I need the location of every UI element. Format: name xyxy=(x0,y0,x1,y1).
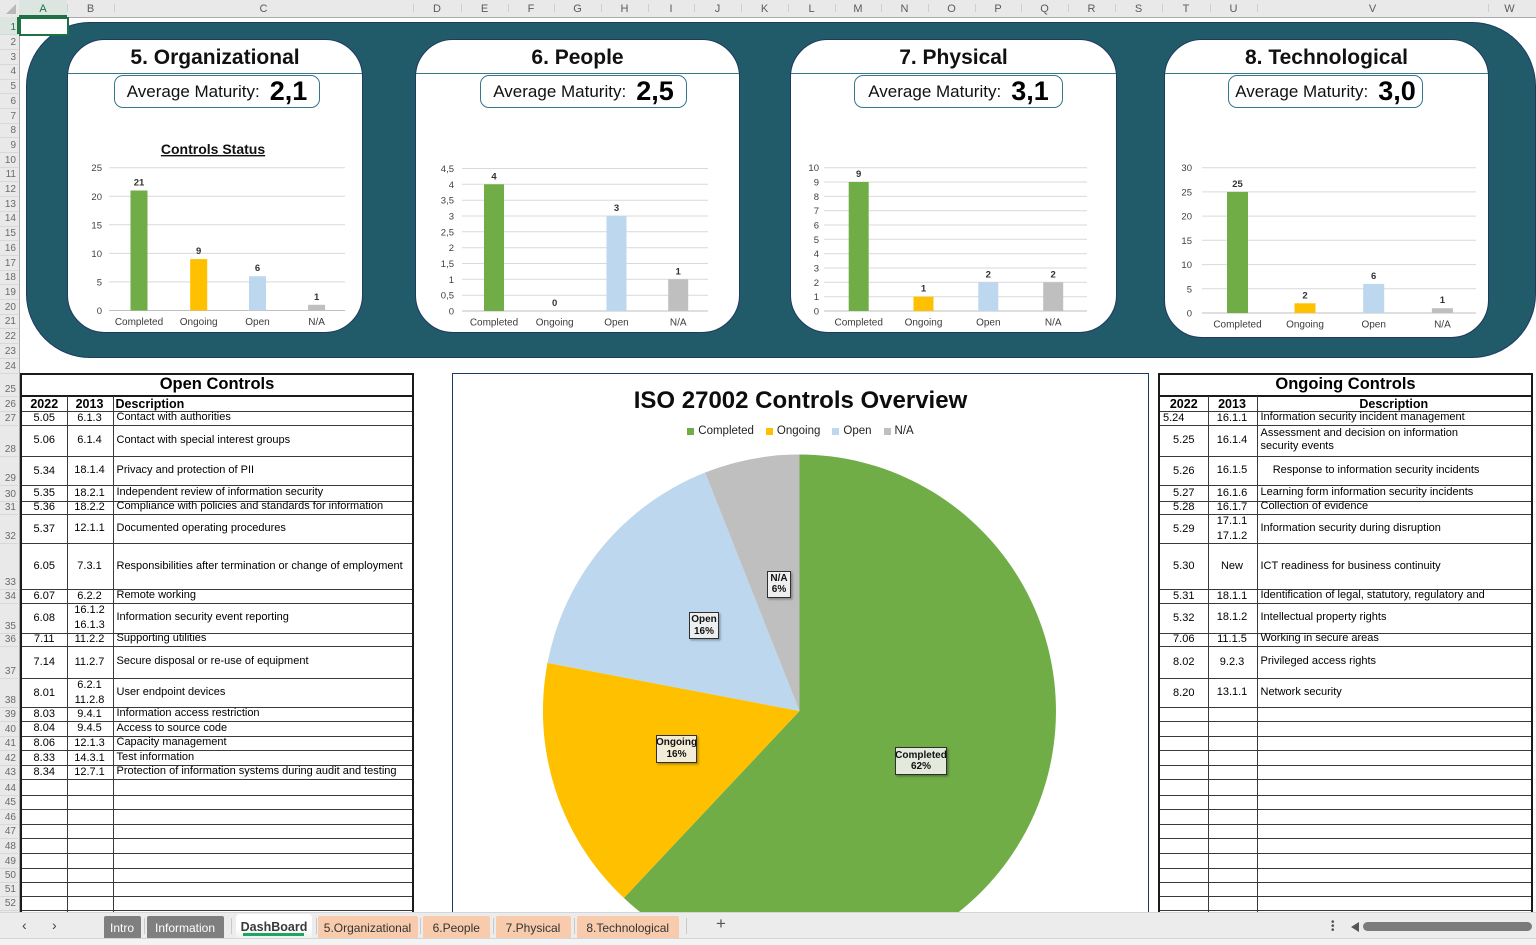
svg-text:Open: Open xyxy=(976,318,1000,329)
svg-text:2: 2 xyxy=(449,243,454,254)
svg-text:Completed: Completed xyxy=(835,318,883,329)
svg-text:1: 1 xyxy=(314,292,320,303)
svg-text:20: 20 xyxy=(1181,212,1192,223)
svg-text:Completed: Completed xyxy=(1213,320,1261,331)
svg-text:0: 0 xyxy=(449,307,454,318)
svg-text:Open: Open xyxy=(1361,320,1385,331)
svg-text:1,5: 1,5 xyxy=(441,259,454,270)
svg-text:5: 5 xyxy=(814,235,819,246)
svg-text:Controls Status: Controls Status xyxy=(161,141,265,157)
svg-text:0: 0 xyxy=(1187,309,1192,320)
svg-text:0: 0 xyxy=(552,298,557,309)
svg-text:30: 30 xyxy=(1181,163,1192,174)
svg-text:3: 3 xyxy=(449,212,454,223)
svg-text:Ongoing: Ongoing xyxy=(905,318,943,329)
svg-text:Ongoing: Ongoing xyxy=(180,317,218,328)
svg-text:3,5: 3,5 xyxy=(441,196,454,207)
svg-text:4: 4 xyxy=(491,171,497,182)
svg-text:1: 1 xyxy=(449,275,454,286)
svg-text:1: 1 xyxy=(814,292,819,303)
svg-text:Open: Open xyxy=(604,318,628,329)
svg-text:3: 3 xyxy=(614,203,619,214)
svg-text:0: 0 xyxy=(97,306,102,317)
svg-text:9: 9 xyxy=(856,169,861,180)
svg-text:N/A: N/A xyxy=(1045,318,1062,329)
svg-text:2: 2 xyxy=(814,278,819,289)
svg-text:1: 1 xyxy=(921,284,927,295)
svg-text:Open: Open xyxy=(245,317,269,328)
svg-text:0: 0 xyxy=(814,307,819,318)
svg-text:N/A: N/A xyxy=(1434,320,1451,331)
svg-text:15: 15 xyxy=(91,220,102,231)
svg-text:N/A: N/A xyxy=(308,317,325,328)
svg-text:25: 25 xyxy=(91,163,102,174)
svg-text:2,5: 2,5 xyxy=(441,227,454,238)
svg-text:3: 3 xyxy=(814,264,819,275)
svg-text:Ongoing: Ongoing xyxy=(1286,320,1324,331)
svg-text:Ongoing: Ongoing xyxy=(536,318,574,329)
svg-text:2: 2 xyxy=(1051,269,1056,280)
svg-text:1: 1 xyxy=(1440,295,1446,306)
svg-text:10: 10 xyxy=(1181,260,1192,271)
svg-text:4: 4 xyxy=(449,180,454,191)
svg-text:8: 8 xyxy=(814,192,819,203)
svg-text:0,5: 0,5 xyxy=(441,291,454,302)
svg-text:1: 1 xyxy=(676,266,682,277)
svg-text:5: 5 xyxy=(1187,284,1192,295)
svg-text:4,5: 4,5 xyxy=(441,164,454,175)
svg-text:25: 25 xyxy=(1181,187,1192,198)
svg-text:9: 9 xyxy=(814,178,819,189)
svg-text:7: 7 xyxy=(814,206,819,217)
svg-text:6: 6 xyxy=(814,221,819,232)
svg-text:10: 10 xyxy=(91,249,102,260)
svg-text:20: 20 xyxy=(91,192,102,203)
svg-text:21: 21 xyxy=(134,178,145,189)
svg-text:25: 25 xyxy=(1232,179,1243,190)
svg-text:N/A: N/A xyxy=(670,318,687,329)
svg-text:Completed: Completed xyxy=(470,318,518,329)
svg-text:Completed: Completed xyxy=(115,317,163,328)
svg-text:2: 2 xyxy=(1302,290,1307,301)
svg-text:2: 2 xyxy=(986,269,991,280)
svg-text:5: 5 xyxy=(97,277,102,288)
svg-text:9: 9 xyxy=(196,246,201,257)
svg-text:10: 10 xyxy=(808,163,819,174)
svg-text:6: 6 xyxy=(1371,271,1376,282)
svg-text:15: 15 xyxy=(1181,236,1192,247)
svg-text:6: 6 xyxy=(255,263,260,274)
svg-text:4: 4 xyxy=(814,249,819,260)
